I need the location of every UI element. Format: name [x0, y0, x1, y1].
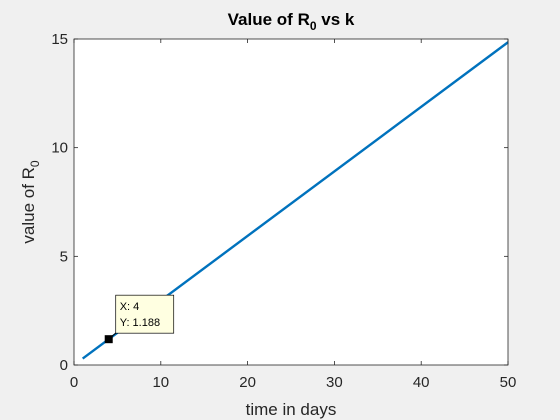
title-tail: vs k	[317, 10, 355, 29]
data-tip-marker[interactable]	[104, 335, 113, 344]
y-tick-label: 15	[51, 31, 68, 48]
x-axis-label: time in days	[246, 400, 337, 419]
x-tick-label: 10	[152, 374, 169, 391]
y-tick-label: 5	[60, 248, 68, 265]
data-tip[interactable]: X: 4 Y: 1.188	[104, 294, 175, 344]
axes-box	[73, 38, 509, 366]
x-tick-label: 20	[239, 374, 256, 391]
x-tick-label: 0	[70, 374, 78, 391]
y-tick-label: 10	[51, 140, 68, 157]
x-tick-label: 30	[326, 374, 343, 391]
x-tick-label: 40	[413, 374, 430, 391]
data-tip-x-value: X: 4	[120, 301, 140, 313]
x-tick-label: 50	[500, 374, 517, 391]
data-tip-box[interactable]	[115, 294, 175, 334]
title-main: Value of R	[228, 10, 310, 29]
data-tip-y-value: Y: 1.188	[120, 317, 160, 329]
chart-title: Value of R0 vs k	[228, 10, 355, 33]
axes-frame	[73, 38, 509, 366]
title-subscript: 0	[310, 19, 317, 33]
y-axis-label-main: value of R	[19, 167, 38, 244]
x-tick-labels: 0 10 20 30 40 50	[70, 374, 517, 391]
y-tick-label: 0	[60, 357, 68, 374]
y-tick-labels: 0 5 10 15	[51, 31, 68, 374]
y-axis-label: value of R0	[19, 160, 42, 244]
y-axis-label-subscript: 0	[28, 160, 42, 167]
